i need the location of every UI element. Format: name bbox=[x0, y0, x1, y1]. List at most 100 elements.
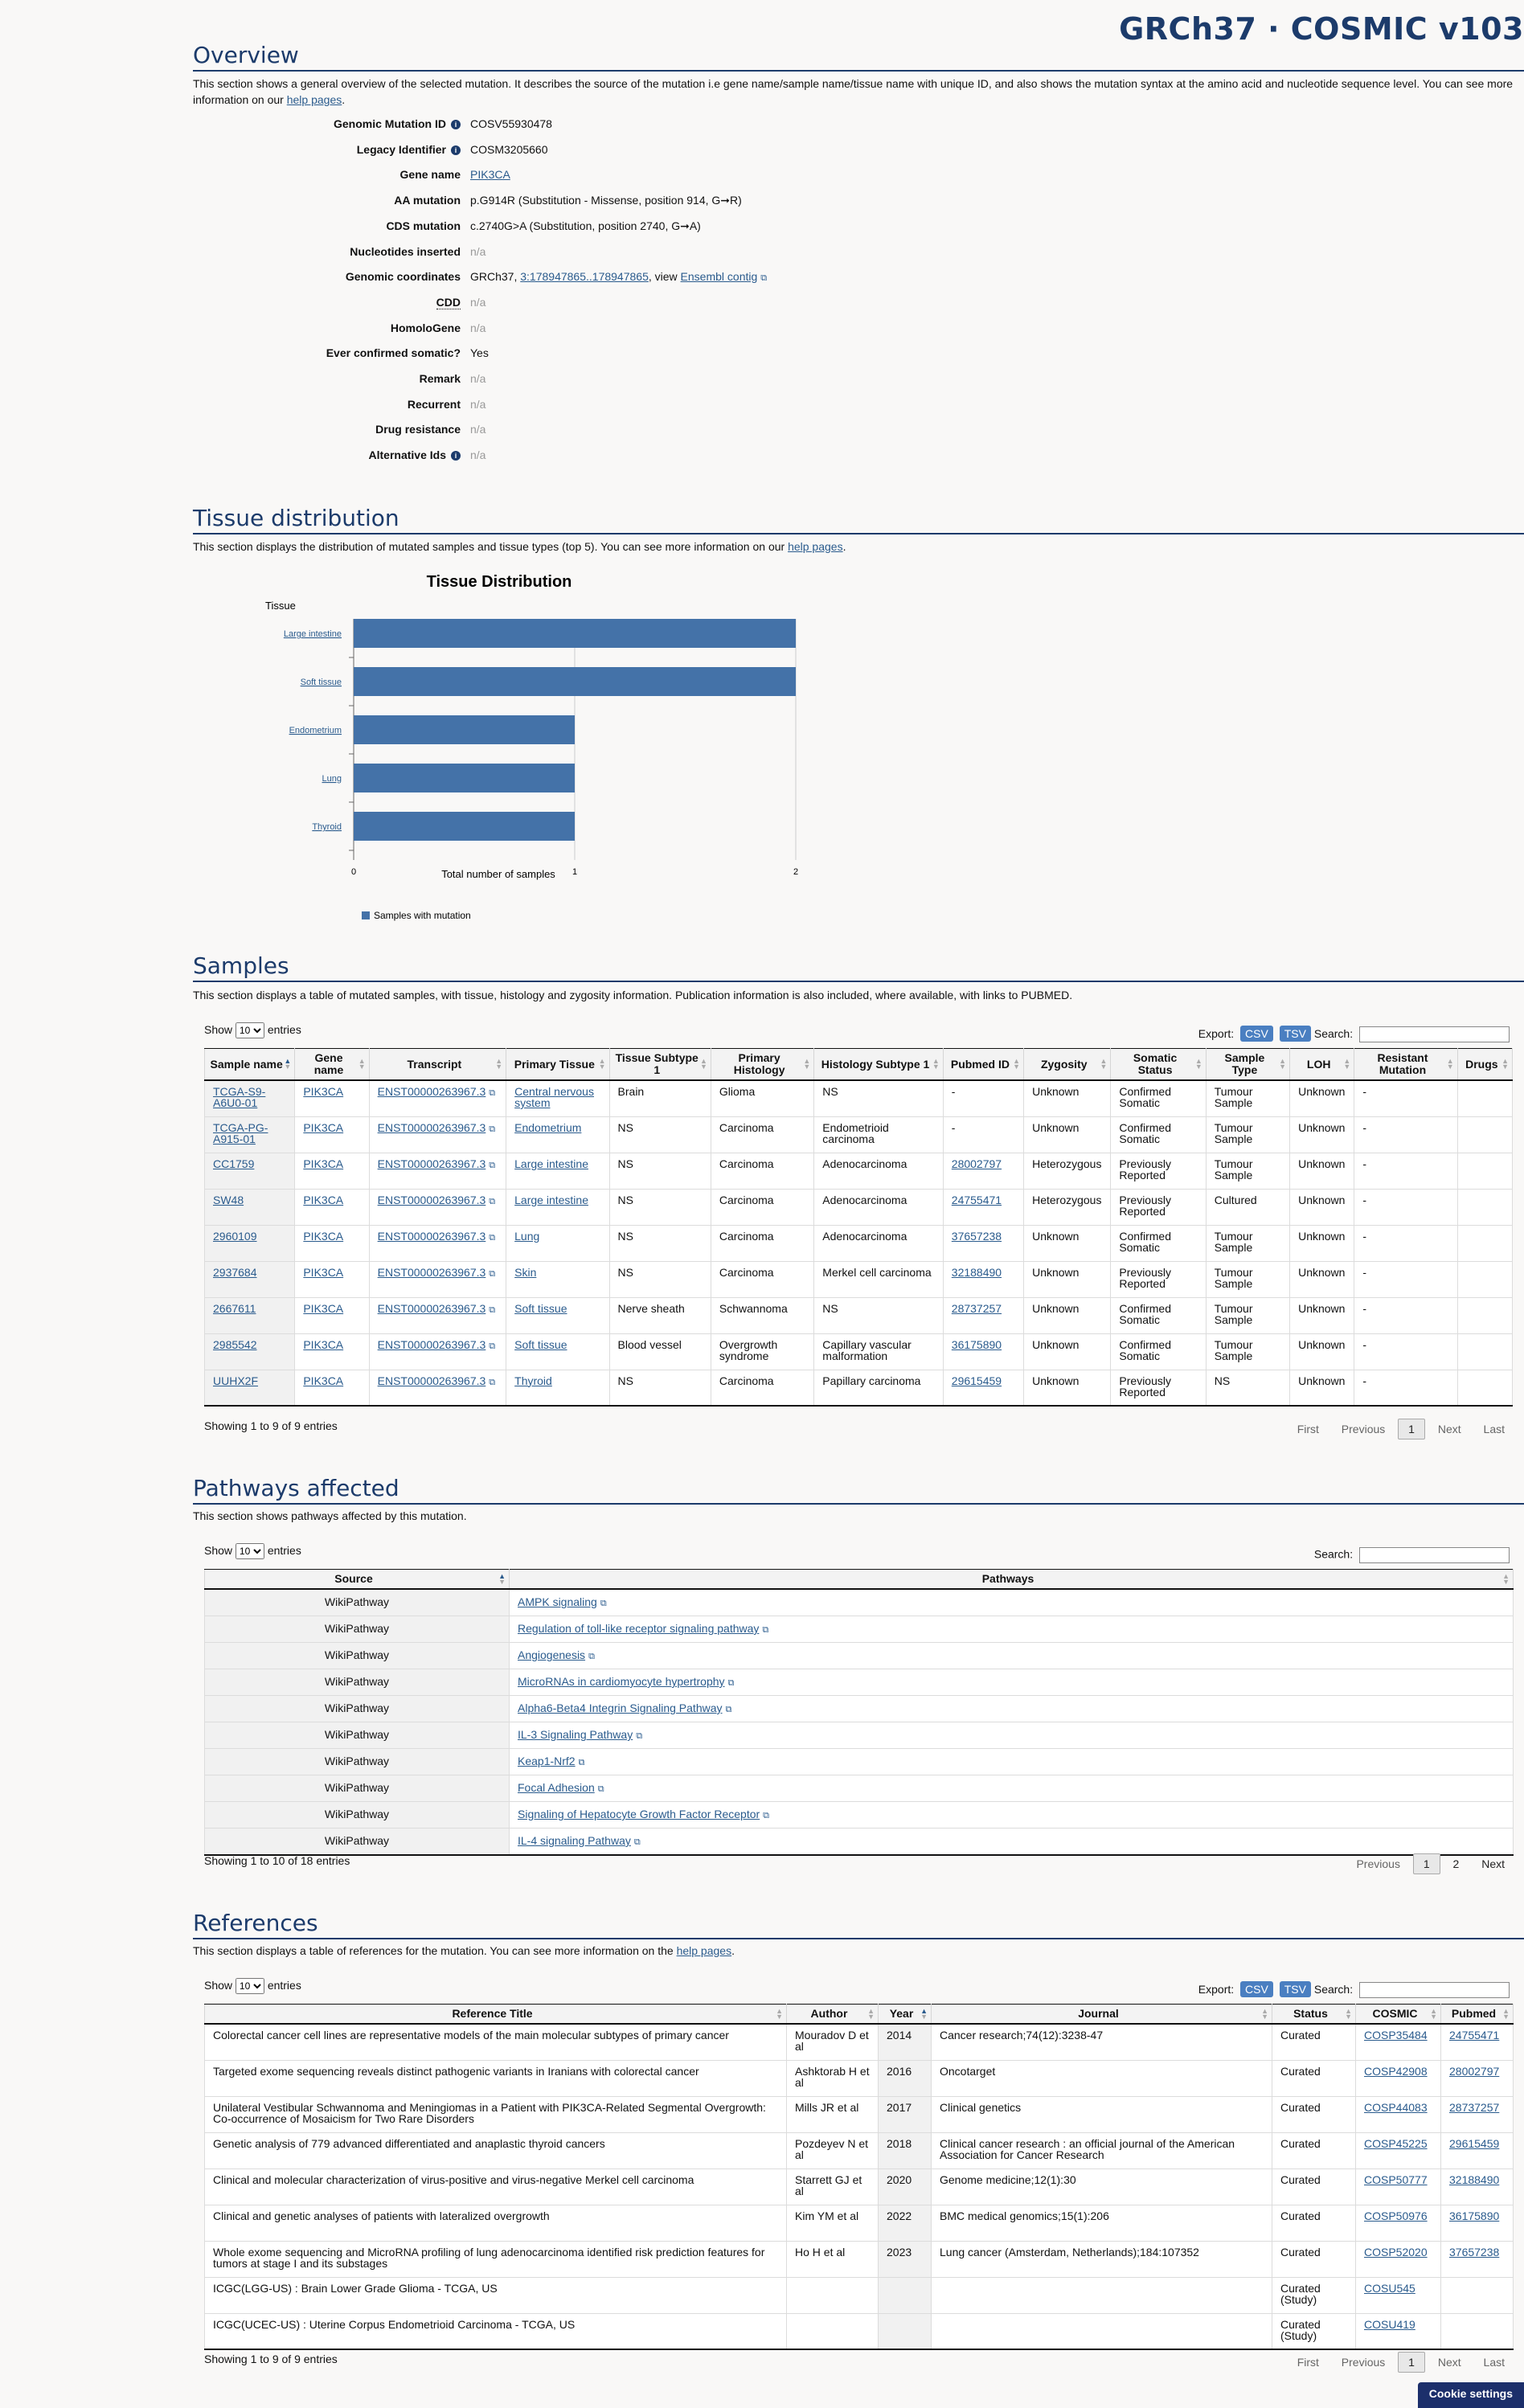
chart-category-link[interactable]: Large intestine bbox=[284, 629, 342, 639]
samples-column-header[interactable]: Somatic Status ▲ ▼ bbox=[1110, 1048, 1206, 1081]
pathways-column-header[interactable]: Source ▲ ▼ bbox=[204, 1569, 510, 1590]
tissue-link[interactable]: Skin bbox=[514, 1265, 537, 1279]
cosmic-link[interactable]: COSU419 bbox=[1364, 2317, 1415, 2331]
samples-previous-button[interactable]: Previous bbox=[1341, 1423, 1386, 1435]
chart-bar[interactable] bbox=[354, 764, 575, 792]
pubmed-link[interactable]: 28002797 bbox=[951, 1157, 1002, 1170]
chart-category-link[interactable]: Endometrium bbox=[289, 726, 342, 735]
tissue-link[interactable]: Large intestine bbox=[514, 1157, 588, 1170]
chart-bar[interactable] bbox=[354, 667, 796, 696]
info-icon[interactable]: i bbox=[451, 451, 461, 461]
cosmic-link[interactable]: COSP50976 bbox=[1364, 2209, 1428, 2222]
sample-link[interactable]: TCGA-S9-A6U0-01 bbox=[213, 1085, 266, 1109]
pubmed-link[interactable]: 24755471 bbox=[951, 1193, 1002, 1206]
pubmed-link[interactable]: 32188490 bbox=[951, 1265, 1002, 1279]
sample-link[interactable]: CC1759 bbox=[213, 1157, 255, 1170]
pubmed-link[interactable]: 37657238 bbox=[951, 1229, 1002, 1243]
samples-column-header[interactable]: Sample name ▲ ▼ bbox=[203, 1048, 296, 1081]
cosmic-link[interactable]: COSU545 bbox=[1364, 2281, 1415, 2295]
info-icon[interactable]: i bbox=[451, 120, 461, 129]
pathways-next-button[interactable]: Next bbox=[1481, 1857, 1505, 1870]
samples-column-header[interactable]: Primary Tissue ▲ ▼ bbox=[506, 1048, 610, 1081]
pathways-previous-button[interactable]: Previous bbox=[1356, 1857, 1400, 1870]
gene-link[interactable]: PIK3CA bbox=[303, 1229, 344, 1243]
transcript-link[interactable]: ENST00000263967.3 bbox=[377, 1265, 486, 1279]
pathway-link[interactable]: IL-4 signaling Pathway bbox=[518, 1834, 631, 1847]
samples-column-header[interactable]: Tissue Subtype 1 ▲ ▼ bbox=[608, 1048, 711, 1081]
sample-link[interactable]: 2960109 bbox=[213, 1229, 257, 1243]
references-column-header[interactable]: Status ▲ ▼ bbox=[1272, 2004, 1356, 2025]
sample-link[interactable]: TCGA-PG-A915-01 bbox=[213, 1120, 268, 1145]
references-csv-button[interactable]: CSV bbox=[1240, 1981, 1273, 1997]
info-icon[interactable]: i bbox=[451, 145, 461, 155]
pathway-link[interactable]: AMPK signaling bbox=[518, 1595, 597, 1608]
samples-column-header[interactable]: Resistant Mutation ▲ ▼ bbox=[1354, 1048, 1458, 1081]
chart-category-link[interactable]: Lung bbox=[322, 774, 342, 784]
pathways-page-2-button[interactable]: 2 bbox=[1452, 1857, 1460, 1870]
tissue-help-link[interactable]: help pages bbox=[788, 540, 843, 553]
pathway-link[interactable]: Focal Adhesion bbox=[518, 1781, 595, 1794]
gene-name-link[interactable]: PIK3CA bbox=[470, 168, 510, 182]
gene-link[interactable]: PIK3CA bbox=[303, 1085, 344, 1098]
pubmed-link[interactable]: 29615459 bbox=[1449, 2136, 1500, 2150]
tissue-link[interactable]: Soft tissue bbox=[514, 1337, 567, 1351]
transcript-link[interactable]: ENST00000263967.3 bbox=[377, 1085, 486, 1098]
pathway-link[interactable]: Angiogenesis bbox=[518, 1648, 586, 1661]
pubmed-link[interactable]: 28737257 bbox=[951, 1301, 1002, 1315]
gene-link[interactable]: PIK3CA bbox=[303, 1193, 344, 1206]
gene-link[interactable]: PIK3CA bbox=[303, 1337, 344, 1351]
cosmic-link[interactable]: COSP42908 bbox=[1364, 2064, 1428, 2078]
pubmed-link[interactable]: 28737257 bbox=[1449, 2100, 1500, 2114]
tissue-link[interactable]: Central nervous system bbox=[514, 1085, 594, 1109]
ensembl-contig-link[interactable]: Ensembl contig bbox=[680, 270, 758, 284]
references-column-header[interactable]: Author ▲ ▼ bbox=[786, 2004, 879, 2025]
samples-column-header[interactable]: Gene name ▲ ▼ bbox=[294, 1048, 370, 1081]
references-page-1-button[interactable]: 1 bbox=[1398, 2352, 1425, 2373]
pubmed-link[interactable]: 32188490 bbox=[1449, 2173, 1500, 2186]
cosmic-link[interactable]: COSP52020 bbox=[1364, 2245, 1428, 2259]
sample-link[interactable]: 2667611 bbox=[213, 1301, 256, 1315]
pathways-page-1-button[interactable]: 1 bbox=[1412, 1853, 1440, 1874]
cookie-settings-button[interactable]: Cookie settings bbox=[1417, 2382, 1524, 2408]
cosmic-link[interactable]: COSP50777 bbox=[1364, 2173, 1428, 2186]
samples-column-header[interactable]: Sample Type ▲ ▼ bbox=[1205, 1048, 1291, 1081]
samples-column-header[interactable]: Transcript ▲ ▼ bbox=[368, 1048, 507, 1081]
gene-link[interactable]: PIK3CA bbox=[303, 1157, 344, 1170]
sample-link[interactable]: 2985542 bbox=[213, 1337, 257, 1351]
gene-link[interactable]: PIK3CA bbox=[303, 1301, 344, 1315]
samples-last-button[interactable]: Last bbox=[1483, 1423, 1505, 1435]
references-column-header[interactable]: COSMIC ▲ ▼ bbox=[1355, 2004, 1441, 2025]
sample-link[interactable]: SW48 bbox=[213, 1193, 244, 1206]
chart-bar[interactable] bbox=[354, 812, 575, 841]
references-column-header[interactable]: Year ▲ ▼ bbox=[878, 2004, 932, 2025]
pathway-link[interactable]: Signaling of Hepatocyte Growth Factor Re… bbox=[518, 1808, 760, 1820]
genomic-coordinates-link[interactable]: 3:178947865..178947865 bbox=[520, 270, 649, 284]
references-last-button[interactable]: Last bbox=[1483, 2356, 1505, 2369]
samples-column-header[interactable]: Pubmed ID ▲ ▼ bbox=[942, 1048, 1025, 1081]
cosmic-link[interactable]: COSP35484 bbox=[1364, 2029, 1428, 2041]
references-column-header[interactable]: Journal ▲ ▼ bbox=[931, 2004, 1272, 2025]
references-first-button[interactable]: First bbox=[1297, 2356, 1319, 2369]
gene-link[interactable]: PIK3CA bbox=[303, 1265, 344, 1279]
transcript-link[interactable]: ENST00000263967.3 bbox=[377, 1157, 486, 1170]
pubmed-link[interactable]: 36175890 bbox=[951, 1337, 1002, 1351]
chart-category-link[interactable]: Soft tissue bbox=[301, 678, 342, 687]
references-column-header[interactable]: Pubmed ▲ ▼ bbox=[1440, 2004, 1514, 2025]
references-next-button[interactable]: Next bbox=[1437, 2356, 1461, 2369]
transcript-link[interactable]: ENST00000263967.3 bbox=[377, 1120, 486, 1134]
pathway-link[interactable]: Keap1-Nrf2 bbox=[518, 1755, 576, 1767]
pubmed-link[interactable]: 29615459 bbox=[951, 1374, 1002, 1387]
chart-category-link[interactable]: Thyroid bbox=[312, 822, 342, 832]
tissue-link[interactable]: Soft tissue bbox=[514, 1301, 567, 1315]
transcript-link[interactable]: ENST00000263967.3 bbox=[377, 1301, 486, 1315]
references-search-input[interactable] bbox=[1359, 1982, 1510, 1999]
pubmed-link[interactable]: 37657238 bbox=[1449, 2245, 1500, 2259]
transcript-link[interactable]: ENST00000263967.3 bbox=[377, 1374, 486, 1387]
samples-column-header[interactable]: Histology Subtype 1 ▲ ▼ bbox=[813, 1048, 944, 1081]
pathway-link[interactable]: Regulation of toll-like receptor signali… bbox=[518, 1622, 760, 1635]
gene-link[interactable]: PIK3CA bbox=[303, 1120, 344, 1134]
references-tsv-button[interactable]: TSV bbox=[1279, 1981, 1311, 1997]
references-previous-button[interactable]: Previous bbox=[1341, 2356, 1386, 2369]
samples-csv-button[interactable]: CSV bbox=[1240, 1026, 1273, 1042]
samples-column-header[interactable]: Primary Histology ▲ ▼ bbox=[710, 1048, 815, 1081]
